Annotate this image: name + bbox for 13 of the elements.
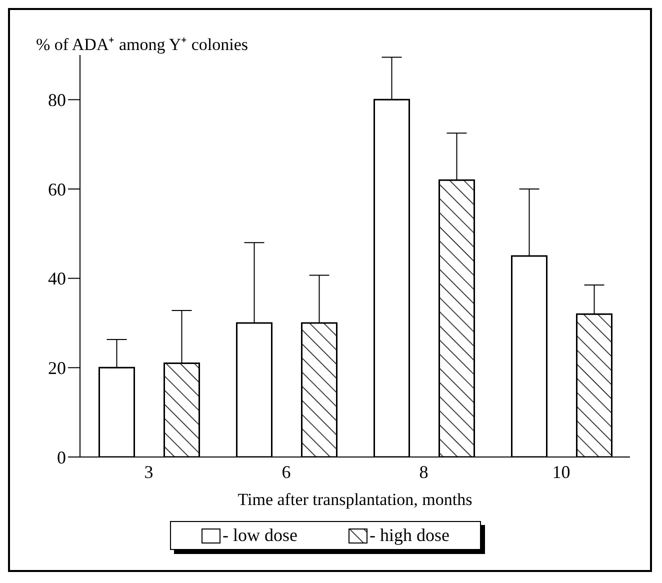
y-tick-label: 0	[57, 447, 66, 468]
y-tick-label: 40	[48, 268, 66, 289]
legend-label: - high dose	[370, 525, 450, 546]
x-tick-label: 10	[552, 462, 570, 482]
y-tick-label: 20	[48, 358, 66, 378]
legend-label: - low dose	[222, 525, 298, 546]
x-axis-title: Time after transplantation, months	[238, 490, 472, 509]
x-tick-label: 3	[144, 462, 154, 482]
x-tick-label: 6	[282, 462, 291, 482]
y-tick-label: 60	[48, 179, 66, 200]
y-axis-title: % of ADA⁺ among Y⁺ colonies	[36, 34, 248, 55]
x-tick-label: 8	[419, 462, 428, 482]
y-tick-label: 80	[48, 90, 66, 110]
